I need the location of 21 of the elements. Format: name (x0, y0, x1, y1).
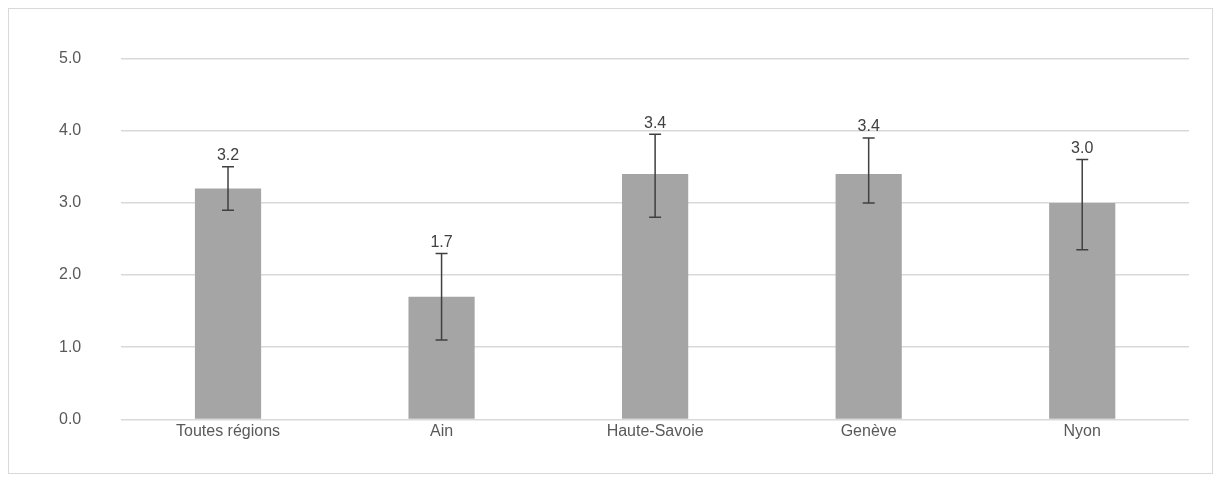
data-label: 3.2 (216, 146, 240, 164)
y-tick-label: 2.0 (58, 265, 82, 283)
y-tick-label: 0.0 (58, 409, 82, 427)
bar (194, 188, 262, 419)
x-tick-label: Ain (430, 422, 454, 440)
y-tick-label: 5.0 (58, 49, 82, 67)
x-tick-label: Toutes régions (175, 422, 281, 440)
x-tick-label: Nyon (1063, 422, 1101, 440)
bar (408, 296, 475, 419)
data-label: 1.7 (430, 232, 453, 250)
y-tick-label: 3.0 (58, 193, 82, 211)
y-tick-label: 1.0 (58, 337, 82, 355)
data-label: 3.4 (857, 117, 880, 135)
data-label: 3.4 (644, 113, 667, 131)
x-tick-label: Haute-Savoie (606, 422, 704, 440)
data-label: 3.0 (1071, 139, 1094, 157)
bar (835, 174, 902, 419)
bar (1049, 202, 1116, 419)
bar (622, 174, 689, 419)
y-tick-label: 4.0 (58, 121, 82, 139)
x-tick-label: Genève (840, 422, 897, 440)
